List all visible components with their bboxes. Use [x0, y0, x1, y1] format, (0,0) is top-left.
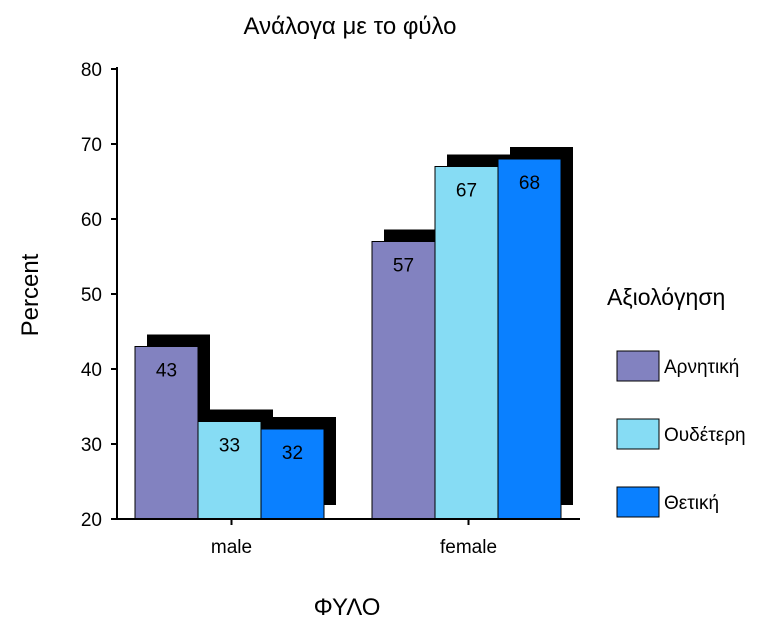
- y-axis-title: Percent: [17, 253, 44, 336]
- y-tick-label: 80: [81, 60, 102, 81]
- data-label: 32: [282, 443, 303, 464]
- legend-label: Αρνητική: [664, 357, 739, 378]
- y-axis-ticks: 20 30 40 50 60 70 80: [81, 60, 117, 531]
- bar: [497, 158, 562, 520]
- legend-swatch: [616, 418, 660, 450]
- y-tick-label: 60: [81, 210, 102, 231]
- data-label: 68: [519, 173, 540, 194]
- y-tick-label: 50: [81, 285, 102, 306]
- data-label: 33: [219, 436, 240, 457]
- y-tick-label: 30: [81, 435, 102, 456]
- y-tick-label: 20: [81, 510, 102, 531]
- data-label: 43: [156, 361, 177, 382]
- legend-swatch: [616, 486, 660, 518]
- x-category-label: male: [211, 537, 252, 558]
- y-tick-label: 70: [81, 135, 102, 156]
- bar: [134, 346, 199, 520]
- x-axis-categories: male female: [211, 519, 497, 558]
- x-category-label: female: [440, 537, 497, 558]
- y-tick-label: 40: [81, 360, 102, 381]
- x-axis-title: ΦΥΛΟ: [314, 594, 381, 621]
- legend-label: Θετική: [664, 493, 719, 514]
- legend-swatch: [616, 350, 660, 382]
- chart-title: Ανάλογα με το φύλο: [244, 13, 457, 40]
- bar: [371, 241, 436, 520]
- data-label: 57: [393, 256, 414, 277]
- legend: Αρνητική Ουδέτερη Θετική: [616, 350, 746, 518]
- bars: [134, 147, 573, 520]
- legend-label: Ουδέτερη: [664, 425, 746, 446]
- data-labels: 43 33 32 57 67 68: [156, 173, 540, 464]
- bar: [434, 166, 499, 520]
- legend-title: Αξιολόγηση: [607, 284, 725, 310]
- data-label: 67: [456, 181, 477, 202]
